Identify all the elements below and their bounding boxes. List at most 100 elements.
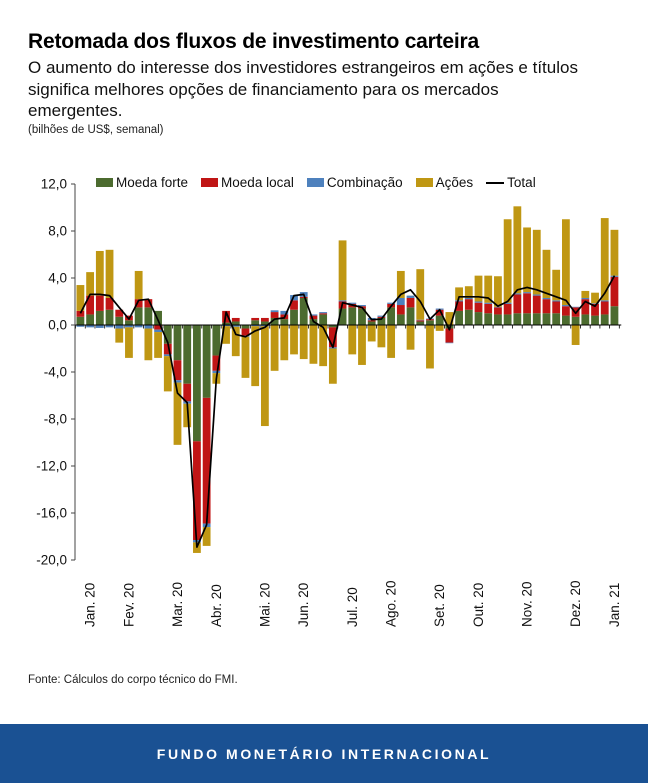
- bar-segment: [76, 325, 85, 327]
- bar-segment: [125, 320, 133, 325]
- y-axis-label: -4,0: [44, 365, 67, 380]
- bar-segment: [309, 315, 318, 320]
- bar-segment: [358, 305, 366, 307]
- x-axis-month-label: Jan. 21: [607, 583, 622, 627]
- bar-segment: [474, 301, 483, 303]
- y-axis-label: -20,0: [36, 553, 67, 568]
- bar-segment: [523, 293, 531, 314]
- bar-segment: [115, 328, 124, 343]
- bar-segment: [484, 313, 493, 325]
- total-line: [79, 275, 616, 548]
- bar-segment: [260, 317, 269, 322]
- bar-segment: [328, 348, 337, 384]
- x-axis-month-label: Mar. 20: [170, 582, 185, 627]
- legend-label: Total: [507, 175, 536, 190]
- bar-segment: [163, 325, 172, 344]
- bar-segment: [260, 326, 269, 427]
- bar-segment: [154, 329, 162, 333]
- bar-segment: [290, 325, 298, 355]
- legend-color-swatch: [415, 178, 433, 187]
- bar-segment: [513, 206, 522, 294]
- bar-segment: [280, 319, 289, 325]
- legend-item: Moeda forte: [96, 175, 188, 190]
- bar-segment: [513, 313, 522, 325]
- bar-segment: [144, 325, 153, 329]
- bar-segment: [319, 325, 328, 367]
- bar-segment: [484, 275, 493, 303]
- x-axis-month-label: Fev. 20: [122, 583, 137, 627]
- bar-segment: [193, 325, 201, 442]
- bar-segment: [523, 227, 531, 293]
- y-axis-label: 8,0: [48, 224, 67, 239]
- bar-segment: [222, 325, 230, 327]
- bar-segment: [241, 328, 250, 336]
- chart: 12,0 8,0 4,0 0,0 -4,0 -8,0 -12,0 -16,0 -20,0 Jan.…: [36, 177, 622, 628]
- bar-segment: [562, 305, 570, 307]
- bar-segment: [280, 325, 289, 361]
- legend-color-swatch: [306, 178, 324, 187]
- bar-segment: [163, 356, 172, 392]
- bar-segment: [95, 295, 104, 311]
- bar-segment: [319, 312, 328, 314]
- bar-segment: [503, 302, 512, 304]
- bar-segment: [571, 316, 580, 325]
- bar-segment: [290, 309, 298, 325]
- y-axis-label: -8,0: [44, 412, 67, 427]
- x-axis-month-label: Jun. 20: [296, 583, 311, 627]
- bar-segment: [319, 314, 328, 325]
- x-axis-month-label: Mai. 20: [257, 583, 272, 627]
- bar-segment: [105, 309, 114, 325]
- bar-segment: [610, 276, 619, 307]
- bar-segment: [348, 302, 357, 304]
- bar-segment: [173, 360, 182, 381]
- bar-segment: [125, 325, 133, 328]
- bar-segment: [299, 325, 308, 360]
- bar-segment: [134, 307, 143, 325]
- bar-segment: [435, 315, 444, 325]
- bar-segment: [562, 219, 570, 306]
- bar-segment: [260, 325, 269, 327]
- bar-segment: [173, 325, 182, 361]
- bar-segment: [532, 313, 541, 325]
- bar-segment: [144, 328, 153, 361]
- bar-segment: [251, 317, 260, 321]
- bar-segment: [464, 299, 473, 310]
- legend-item: Combinação: [306, 175, 403, 190]
- bar-segment: [562, 315, 570, 325]
- bar-segment: [348, 325, 357, 355]
- bar-segment: [396, 314, 405, 325]
- bar-segment: [260, 321, 269, 325]
- bar-segment: [474, 275, 483, 302]
- y-axis-label: -16,0: [36, 506, 67, 521]
- bar-segment: [532, 229, 541, 295]
- bar-segment: [299, 296, 308, 298]
- bar-segment: [435, 325, 444, 331]
- bar-segment: [251, 325, 260, 327]
- legend-label: Moeda local: [221, 175, 294, 190]
- bar-segment: [309, 325, 318, 364]
- bar-segment: [367, 325, 376, 342]
- y-axis-label: 0,0: [48, 318, 67, 333]
- bar-segment: [581, 314, 590, 325]
- x-axis-month-label: Jul. 20: [345, 587, 360, 627]
- bar-segment: [591, 315, 599, 325]
- bar-segment: [328, 327, 337, 348]
- bar-segment: [202, 527, 211, 546]
- bar-segment: [532, 294, 541, 296]
- page-title: Retomada dos fluxos de investimento cart…: [28, 30, 479, 53]
- bar-segment: [328, 325, 337, 328]
- bar-segment: [552, 300, 561, 302]
- bar-segment: [562, 306, 570, 316]
- bar-segment: [406, 307, 415, 325]
- bar-segment: [86, 295, 95, 315]
- y-axis-label: 4,0: [48, 271, 67, 286]
- bar-segment: [464, 297, 473, 300]
- bar-segment: [115, 309, 124, 317]
- bar-segment: [299, 297, 308, 325]
- bar-segment: [251, 320, 260, 325]
- bar-segment: [358, 325, 366, 365]
- bar-segment: [76, 316, 85, 325]
- bar-segment: [523, 292, 531, 294]
- bar-segment: [202, 397, 211, 524]
